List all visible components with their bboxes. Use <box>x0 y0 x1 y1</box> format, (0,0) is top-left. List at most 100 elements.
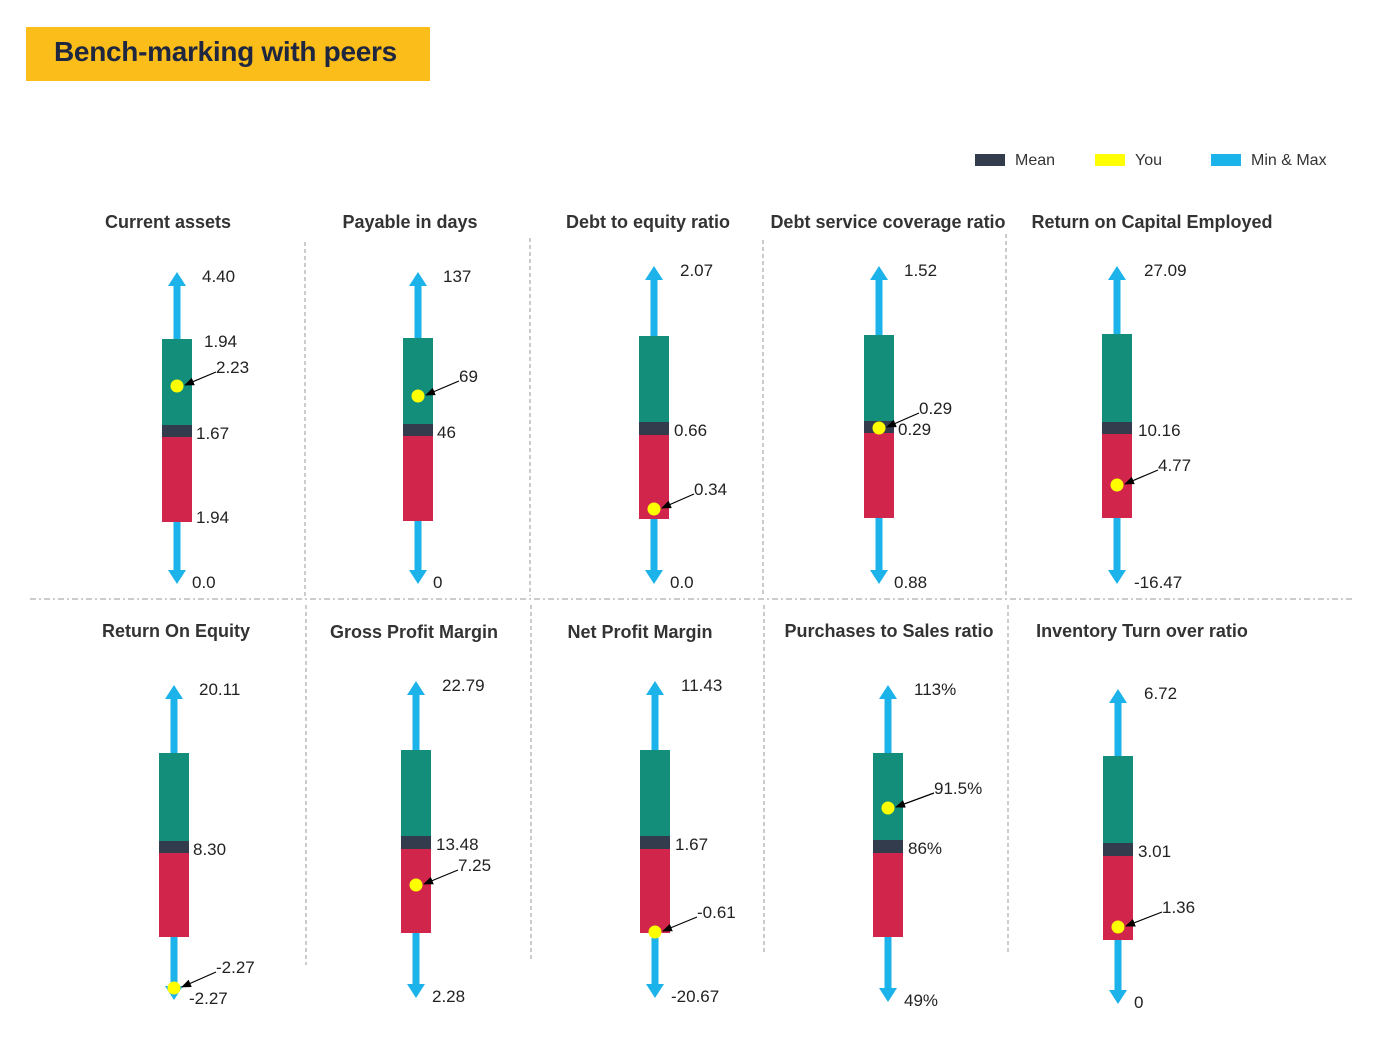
you-label: 1.36 <box>1162 898 1195 917</box>
you-label: -2.27 <box>216 958 255 977</box>
you-label: 7.25 <box>458 856 491 875</box>
max-label: 113% <box>914 680 956 699</box>
you-marker <box>648 925 662 939</box>
upper-box <box>401 750 431 836</box>
max-arrowhead <box>1109 689 1127 703</box>
max-arrowhead <box>168 272 186 286</box>
panel-title: Inventory Turn over ratio <box>1036 621 1248 641</box>
legend-label-you: You <box>1135 152 1162 169</box>
legend-swatch-minmax <box>1211 154 1241 166</box>
mean-bar <box>1103 843 1133 856</box>
lower-box <box>162 437 192 522</box>
you-pointer <box>661 493 695 509</box>
panel-payable-in-days: Payable in days 137 46 0 69 <box>342 212 477 592</box>
you-marker <box>1110 478 1124 492</box>
you-label: 0.34 <box>694 480 727 499</box>
mean-bar <box>403 424 433 436</box>
you-marker <box>881 801 895 815</box>
title-banner: Bench-marking with peers <box>26 27 430 81</box>
mean-bar <box>401 836 431 849</box>
mean-label: 0.29 <box>898 420 931 439</box>
you-pointer <box>662 916 698 932</box>
min-label: 0 <box>433 573 442 592</box>
panel-return-on-capital-employed: Return on Capital Employed 27.09 10.16 -16.… <box>1031 212 1272 592</box>
lower-box <box>864 433 894 518</box>
min-label: 0.0 <box>192 573 216 592</box>
mean-label: 8.30 <box>193 840 226 859</box>
you-pointer <box>184 371 217 386</box>
panel-current-assets: Current assets 4.40 1.67 0.0 1.94 1.94 2.23 <box>105 212 249 592</box>
panel-return-on-equity: Return On Equity 20.11 8.30 -2.27 -2.27 <box>102 621 255 1008</box>
upper-box <box>1102 334 1132 422</box>
page-title: Bench-marking with peers <box>54 36 397 67</box>
you-pointer <box>425 380 460 396</box>
mean-label: 0.66 <box>674 421 707 440</box>
panel-debt-service-coverage-ratio: Debt service coverage ratio 1.52 0.29 0.88 0… <box>770 212 1005 592</box>
mean-bar <box>1102 422 1132 434</box>
min-arrowhead <box>870 570 888 584</box>
max-arrowhead <box>409 272 427 286</box>
lower-box <box>1102 434 1132 518</box>
mean-label: 13.48 <box>436 835 479 854</box>
panel-debt-to-equity-ratio: Debt to equity ratio 2.07 0.66 0.0 0.34 <box>566 212 730 592</box>
you-marker <box>1111 920 1125 934</box>
upper-label: 1.94 <box>204 332 237 351</box>
max-arrowhead <box>646 681 664 695</box>
mean-bar <box>162 425 192 437</box>
you-marker <box>409 878 423 892</box>
min-arrowhead <box>1108 570 1126 584</box>
mean-label: 86% <box>908 839 942 858</box>
you-label: 4.77 <box>1158 456 1191 475</box>
panel-title: Current assets <box>105 212 231 232</box>
max-label: 27.09 <box>1144 261 1187 280</box>
max-arrowhead <box>645 266 663 280</box>
mean-label: 3.01 <box>1138 842 1171 861</box>
max-arrowhead <box>879 685 897 699</box>
legend: Mean You Min & Max <box>975 150 1355 174</box>
upper-box <box>639 336 669 422</box>
min-arrowhead <box>879 988 897 1002</box>
legend-swatch-you <box>1095 154 1125 166</box>
panel-title: Return on Capital Employed <box>1031 212 1272 232</box>
panel-title: Debt to equity ratio <box>566 212 730 232</box>
mean-bar <box>639 422 669 435</box>
min-label: -2.27 <box>189 989 228 1008</box>
max-label: 22.79 <box>442 676 485 695</box>
min-label: -16.47 <box>1134 573 1182 592</box>
you-label: 0.29 <box>919 399 952 418</box>
max-label: 6.72 <box>1144 684 1177 703</box>
min-arrowhead <box>645 570 663 584</box>
upper-box <box>864 335 894 421</box>
you-pointer <box>895 792 935 808</box>
upper-box <box>159 753 189 841</box>
lower-box <box>403 436 433 521</box>
panel-purchases-to-sales-ratio: Purchases to Sales ratio 113% 86% 49% 91.5% <box>784 621 993 1010</box>
max-label: 20.11 <box>199 680 240 699</box>
panel-title: Net Profit Margin <box>567 622 712 642</box>
min-label: 2.28 <box>432 987 465 1006</box>
panel-title: Debt service coverage ratio <box>770 212 1005 232</box>
mean-label: 1.67 <box>196 424 229 443</box>
you-marker <box>170 379 184 393</box>
grid-dividers <box>30 234 1352 965</box>
max-arrowhead <box>1108 266 1126 280</box>
mean-bar <box>640 836 670 849</box>
min-arrowhead <box>409 570 427 584</box>
panel-title: Return On Equity <box>102 621 250 641</box>
max-label: 2.07 <box>680 261 713 280</box>
panel-title: Payable in days <box>342 212 477 232</box>
min-label: 0.0 <box>670 573 694 592</box>
you-pointer <box>1124 469 1159 485</box>
lower-box <box>640 849 670 933</box>
max-label: 1.52 <box>904 261 937 280</box>
max-label: 4.40 <box>202 267 235 286</box>
max-arrowhead <box>165 685 183 699</box>
you-label: 91.5% <box>934 779 982 798</box>
lower-label: 1.94 <box>196 508 229 527</box>
mean-label: 10.16 <box>1138 421 1181 440</box>
min-arrowhead <box>1109 990 1127 1004</box>
min-label: 0 <box>1134 993 1143 1012</box>
you-pointer <box>423 869 459 885</box>
panel-net-profit-margin: Net Profit Margin 11.43 1.67 -20.67 -0.61 <box>567 622 735 1006</box>
mean-label: 46 <box>437 423 456 442</box>
